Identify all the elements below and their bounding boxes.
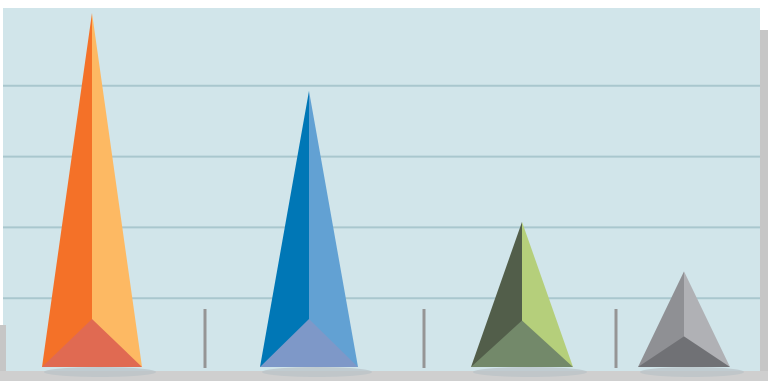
pyramid-right-face <box>522 221 573 367</box>
chart-floor <box>0 371 768 381</box>
pyramid-shadow <box>473 367 587 377</box>
pyramid-right-face <box>684 271 730 367</box>
pyramid-1 <box>42 13 156 377</box>
pyramid-base-face <box>42 319 142 367</box>
pyramid-right-face <box>92 13 142 367</box>
pyramid-left-face <box>260 90 309 367</box>
pyramid-3 <box>471 221 587 377</box>
left-side-wall <box>0 325 6 381</box>
pyramid-left-face <box>638 271 684 367</box>
pyramid-shadow <box>262 367 372 377</box>
pyramid-base-face <box>260 319 358 367</box>
pyramid-shadow <box>44 367 156 377</box>
pyramid-2 <box>260 90 372 377</box>
pyramid-base-face <box>638 336 730 367</box>
pyramid-left-face <box>471 221 522 367</box>
pyramid-shadow <box>640 367 744 377</box>
pyramid-right-face <box>309 90 358 367</box>
pyramid-base-face <box>471 320 573 367</box>
pyramid-series <box>42 13 744 377</box>
pyramid-left-face <box>42 13 92 367</box>
pyramid-4 <box>638 271 744 377</box>
right-side-wall <box>760 30 768 381</box>
category-dividers <box>203 309 618 368</box>
